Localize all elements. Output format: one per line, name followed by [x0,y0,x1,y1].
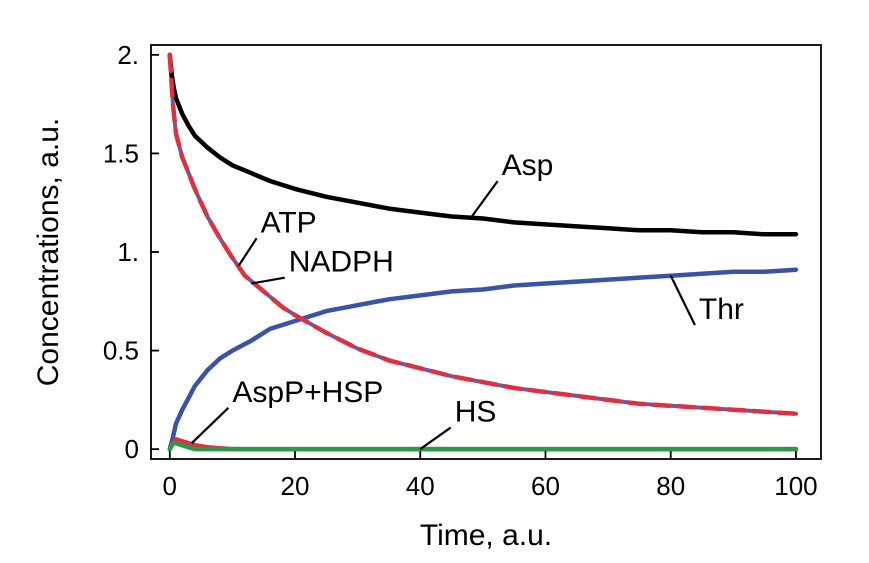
annotation-nadph: NADPH [289,246,394,279]
annotation-leader-hs [419,426,452,451]
y-axis-label: Concentrations, a.u. [32,118,65,387]
annotation-leader-asp [469,180,499,220]
y-tick-label: 2. [117,40,139,70]
annotation-atp: ATP [261,206,317,239]
x-tick-label: 0 [163,471,177,501]
x-axis-ticks: 0 20 40 60 80 100 [163,451,818,501]
y-tick-label: 1.5 [103,138,139,168]
series-line-asp [167,52,799,237]
series-line-thr [167,267,799,452]
series-annotations: Asp ATP NADPH Thr AspP+HSP HS [190,149,744,451]
x-tick-label: 100 [774,471,817,501]
annotation-leader-thr [669,275,696,326]
annotation-asp: Asp [502,149,554,182]
y-tick-label: 1. [117,237,139,267]
x-axis-label: Time, a.u. [420,519,552,552]
series-layer [167,52,799,452]
x-tick-label: 60 [531,471,560,501]
annotation-leader-atp [237,237,258,267]
x-tick-label: 40 [406,471,435,501]
annotation-aspp-hsp: AspP+HSP [232,376,383,409]
x-tick-label: 20 [281,471,310,501]
series-line-atp [167,52,799,416]
y-tick-label: 0.5 [103,336,139,366]
x-tick-label: 80 [656,471,685,501]
annotation-thr: Thr [699,293,744,326]
annotation-hs: HS [455,396,497,429]
y-axis-ticks: 0 0.5 1. 1.5 2. [103,40,159,464]
annotation-leader-aspp-hsp [190,407,230,445]
series-line-hs [167,440,799,452]
y-tick-label: 0 [125,434,139,464]
annotation-leader-nadph [250,276,285,285]
